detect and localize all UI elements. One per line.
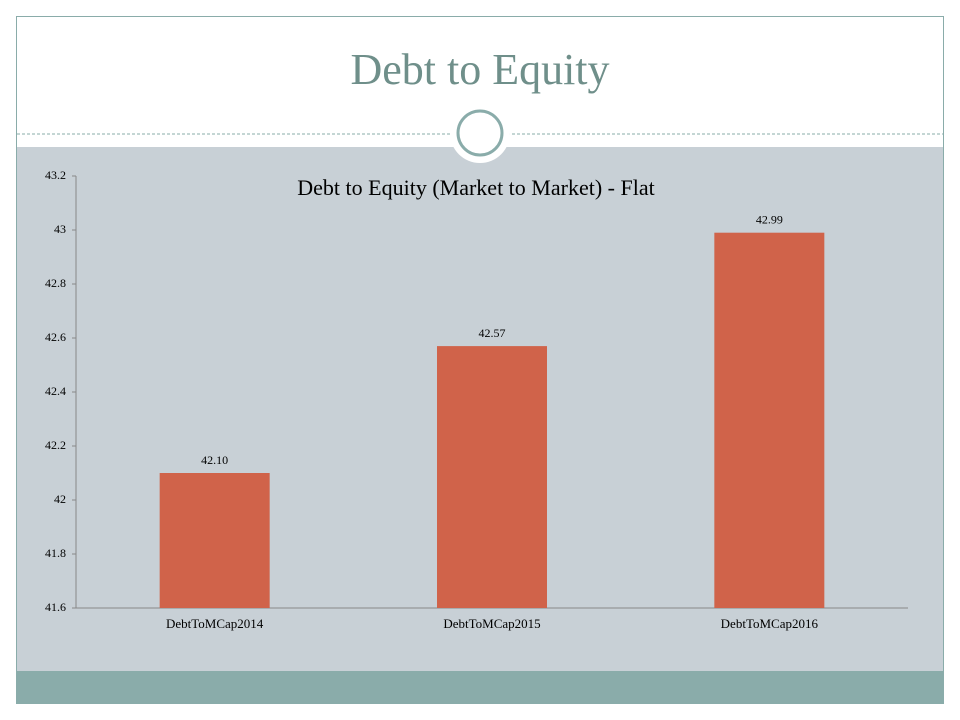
x-tick-label: DebtToMCap2015 [443, 616, 540, 631]
value-label: 42.57 [479, 326, 506, 340]
footer-band [17, 671, 943, 704]
y-tick-label: 41.6 [45, 600, 66, 614]
y-tick-label: 42.2 [45, 438, 66, 452]
y-tick-label: 42.6 [45, 330, 66, 344]
bar [714, 232, 825, 608]
slide-title: Debt to Equity [350, 45, 609, 94]
y-tick-label: 42.4 [45, 384, 66, 398]
value-label: 42.10 [201, 453, 228, 467]
y-tick-label: 43 [54, 222, 66, 236]
y-tick-label: 43.2 [45, 168, 66, 182]
bar [159, 473, 270, 608]
x-tick-label: DebtToMCap2016 [721, 616, 819, 631]
x-tick-label: DebtToMCap2014 [166, 616, 264, 631]
y-tick-label: 41.8 [45, 546, 66, 560]
chart-title: Debt to Equity (Market to Market) - Flat [297, 175, 654, 200]
y-tick-label: 42.8 [45, 276, 66, 290]
value-label: 42.99 [756, 212, 783, 226]
y-tick-label: 42 [54, 492, 66, 506]
bar [437, 346, 547, 608]
ornament-ring [456, 109, 504, 157]
